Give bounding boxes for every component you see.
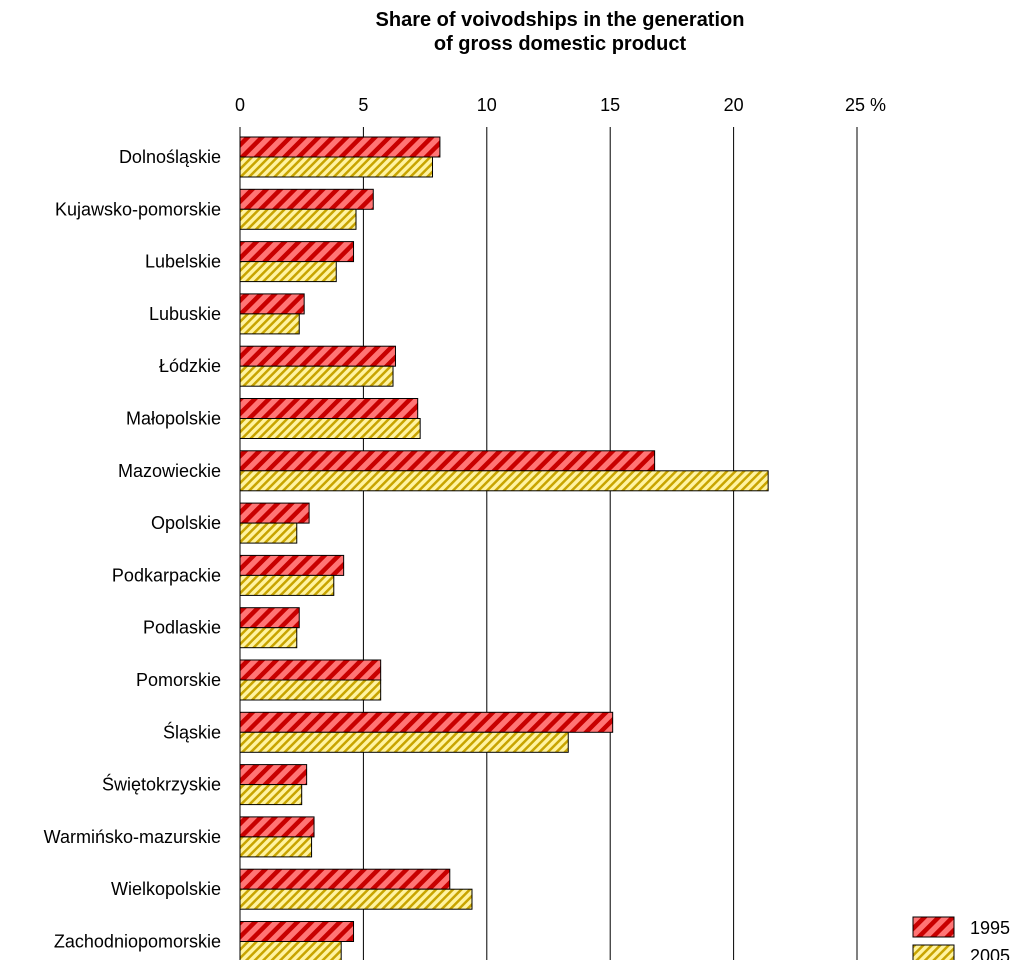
bar-2005-zachodniopomorskie <box>239 941 342 960</box>
bar-2005-lubelskie <box>239 261 337 283</box>
legend-label-2005: 2005 <box>970 946 1010 960</box>
category-label-o-dzkie: Łódzkie <box>159 356 221 376</box>
bar-2005-wielkopolskie <box>239 888 473 910</box>
x-tick-label-15: 15 <box>600 95 620 115</box>
bar-2005-podkarpackie <box>239 574 335 596</box>
category-label-pomorskie: Pomorskie <box>136 670 221 690</box>
bar-2005-o-dzkie <box>239 365 394 387</box>
x-tick-label-25: 25 % <box>845 95 886 115</box>
bar-2005-ma-opolskie <box>239 418 421 439</box>
bar-1995-podkarpackie <box>239 554 345 576</box>
x-tick-label-0: 0 <box>235 95 245 115</box>
x-tick-label-5: 5 <box>358 95 368 115</box>
chart-title-line-1: Share of voivodships in the generation <box>375 9 745 31</box>
x-axis-ticks: 0 5 10 15 20 25 % <box>235 95 886 115</box>
category-label-mazowieckie: Mazowieckie <box>118 461 221 481</box>
bar-2005-podlaskie <box>239 627 298 649</box>
bar-1995-zachodniopomorskie <box>239 921 355 942</box>
bar-1995-opolskie <box>239 502 310 524</box>
category-label-wielkopolskie: Wielkopolskie <box>111 879 221 899</box>
category-label-lubuskie: Lubuskie <box>149 304 221 324</box>
legend-label-1995: 1995 <box>970 918 1010 938</box>
category-label-kujawsko-pomorskie: Kujawsko-pomorskie <box>55 199 221 219</box>
bar-2005-mazowieckie <box>239 470 769 492</box>
category-label-podkarpackie: Podkarpackie <box>112 565 221 585</box>
bar-2005-s-wie-tokrzyskie <box>239 784 303 806</box>
bar-2005-pomorskie <box>239 679 382 701</box>
bar-1995-pomorskie <box>239 659 382 681</box>
legend-swatch-2005 <box>912 944 955 960</box>
category-label-ma-opolskie: Małopolskie <box>126 409 221 429</box>
category-label-s-wie-tokrzyskie: Świętokrzyskie <box>102 774 221 795</box>
category-label-opolskie: Opolskie <box>151 513 221 533</box>
category-labels: Dolnośląskie Kujawsko-pomorskie Lubelskie L… <box>44 147 221 952</box>
bar-1995-o-dzkie <box>239 345 396 367</box>
bar-1995-s-la-skie <box>239 711 614 733</box>
bar-1995-wielkopolskie <box>239 868 451 890</box>
x-tick-label-10: 10 <box>477 95 497 115</box>
category-label-dolnos-la-skie: Dolnośląskie <box>119 147 221 167</box>
bars <box>239 136 769 960</box>
bar-2005-dolnos-la-skie <box>239 156 434 178</box>
category-label-zachodniopomorskie: Zachodniopomorskie <box>54 932 221 952</box>
bar-2005-kujawsko-pomorskie <box>239 208 357 230</box>
category-label-lubelskie: Lubelskie <box>145 252 221 272</box>
bar-2005-opolskie <box>239 522 298 544</box>
bar-1995-lubuskie <box>239 293 305 315</box>
category-label-warmin-sko-mazurskie: Warmińsko-mazurskie <box>44 827 221 847</box>
bar-2005-warmin-sko-mazurskie <box>239 836 313 858</box>
legend-swatch-1995 <box>912 916 955 938</box>
category-label-s-la-skie: Śląskie <box>163 721 221 742</box>
bar-1995-kujawsko-pomorskie <box>239 188 374 210</box>
bar-1995-warmin-sko-mazurskie <box>239 816 315 838</box>
legend: 1995 2005 <box>912 916 1010 960</box>
bar-1995-dolnos-la-skie <box>239 136 441 158</box>
bar-1995-podlaskie <box>239 607 300 629</box>
bar-1995-ma-opolskie <box>239 398 419 419</box>
chart-title-line-2: of gross domestic product <box>433 33 687 55</box>
chart-title: Share of voivodships in the generation o… <box>0 8 1021 56</box>
bar-2005-s-la-skie <box>239 731 569 753</box>
bar-1995-s-wie-tokrzyskie <box>239 764 308 786</box>
category-label-podlaskie: Podlaskie <box>143 618 221 638</box>
bar-2005-lubuskie <box>239 313 300 335</box>
bar-1995-mazowieckie <box>239 450 656 472</box>
bar-1995-lubelskie <box>239 241 355 263</box>
x-tick-label-20: 20 <box>724 95 744 115</box>
